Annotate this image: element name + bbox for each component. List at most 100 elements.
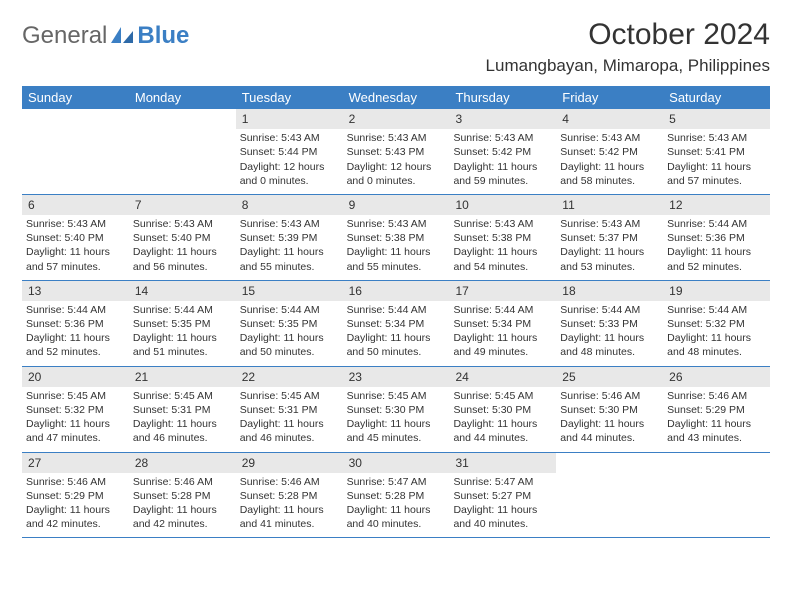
calendar-day-cell: 20Sunrise: 5:45 AMSunset: 5:32 PMDayligh…: [22, 367, 129, 452]
day-body: Sunrise: 5:43 AMSunset: 5:37 PMDaylight:…: [556, 215, 663, 280]
sunset-text: Sunset: 5:38 PM: [453, 231, 552, 245]
calendar-page: General Blue October 2024 Lumangbayan, M…: [0, 0, 792, 556]
daylight-text: Daylight: 11 hours and 42 minutes.: [133, 503, 232, 531]
day-number: 30: [343, 453, 450, 473]
daylight-text: Daylight: 11 hours and 44 minutes.: [453, 417, 552, 445]
day-number: 19: [663, 281, 770, 301]
daylight-text: Daylight: 11 hours and 40 minutes.: [453, 503, 552, 531]
day-number: 4: [556, 109, 663, 129]
sunrise-text: Sunrise: 5:44 AM: [347, 303, 446, 317]
logo: General Blue: [22, 18, 189, 50]
sunset-text: Sunset: 5:31 PM: [133, 403, 232, 417]
calendar-day-cell: 3Sunrise: 5:43 AMSunset: 5:42 PMDaylight…: [449, 109, 556, 194]
daylight-text: Daylight: 11 hours and 47 minutes.: [26, 417, 125, 445]
weekday-header: Friday: [556, 86, 663, 109]
calendar-week-row: 1Sunrise: 5:43 AMSunset: 5:44 PMDaylight…: [22, 109, 770, 195]
day-body: Sunrise: 5:44 AMSunset: 5:36 PMDaylight:…: [663, 215, 770, 280]
sunset-text: Sunset: 5:38 PM: [347, 231, 446, 245]
day-number: 21: [129, 367, 236, 387]
day-body: Sunrise: 5:43 AMSunset: 5:38 PMDaylight:…: [449, 215, 556, 280]
day-number: 18: [556, 281, 663, 301]
day-number: 28: [129, 453, 236, 473]
sunset-text: Sunset: 5:27 PM: [453, 489, 552, 503]
calendar-week-row: 6Sunrise: 5:43 AMSunset: 5:40 PMDaylight…: [22, 195, 770, 281]
day-number: 14: [129, 281, 236, 301]
sunrise-text: Sunrise: 5:45 AM: [26, 389, 125, 403]
calendar-day-cell: 8 Sunrise: 5:43 AMSunset: 5:39 PMDaylight…: [236, 195, 343, 280]
daylight-text: Daylight: 11 hours and 55 minutes.: [347, 245, 446, 273]
daylight-text: Daylight: 11 hours and 42 minutes.: [26, 503, 125, 531]
day-number: 1: [236, 109, 343, 129]
day-number: 2: [343, 109, 450, 129]
sunrise-text: Sunrise: 5:45 AM: [133, 389, 232, 403]
calendar-day-cell: 19Sunrise: 5:44 AMSunset: 5:32 PMDayligh…: [663, 281, 770, 366]
sunrise-text: Sunrise: 5:43 AM: [240, 131, 339, 145]
weekday-header: Sunday: [22, 86, 129, 109]
calendar-day-cell: 30Sunrise: 5:47 AMSunset: 5:28 PMDayligh…: [343, 453, 450, 538]
day-body: Sunrise: 5:45 AMSunset: 5:30 PMDaylight:…: [343, 387, 450, 452]
calendar-day-cell: 23Sunrise: 5:45 AMSunset: 5:30 PMDayligh…: [343, 367, 450, 452]
sunrise-text: Sunrise: 5:44 AM: [240, 303, 339, 317]
sunrise-text: Sunrise: 5:44 AM: [453, 303, 552, 317]
calendar-day-cell: 18Sunrise: 5:44 AMSunset: 5:33 PMDayligh…: [556, 281, 663, 366]
daylight-text: Daylight: 11 hours and 58 minutes.: [560, 160, 659, 188]
sunset-text: Sunset: 5:39 PM: [240, 231, 339, 245]
day-number: 13: [22, 281, 129, 301]
daylight-text: Daylight: 11 hours and 52 minutes.: [26, 331, 125, 359]
sunset-text: Sunset: 5:30 PM: [347, 403, 446, 417]
sunrise-text: Sunrise: 5:47 AM: [347, 475, 446, 489]
sunrise-text: Sunrise: 5:44 AM: [26, 303, 125, 317]
sunset-text: Sunset: 5:40 PM: [133, 231, 232, 245]
calendar-day-cell: 17Sunrise: 5:44 AMSunset: 5:34 PMDayligh…: [449, 281, 556, 366]
weekday-header: Saturday: [663, 86, 770, 109]
daylight-text: Daylight: 11 hours and 51 minutes.: [133, 331, 232, 359]
daylight-text: Daylight: 11 hours and 50 minutes.: [240, 331, 339, 359]
daylight-text: Daylight: 11 hours and 54 minutes.: [453, 245, 552, 273]
calendar-day-cell: 25Sunrise: 5:46 AMSunset: 5:30 PMDayligh…: [556, 367, 663, 452]
sunrise-text: Sunrise: 5:43 AM: [347, 217, 446, 231]
day-number: 29: [236, 453, 343, 473]
sunrise-text: Sunrise: 5:43 AM: [560, 131, 659, 145]
day-number: 20: [22, 367, 129, 387]
calendar-empty-cell: [22, 109, 129, 194]
day-body: Sunrise: 5:43 AMSunset: 5:43 PMDaylight:…: [343, 129, 450, 194]
calendar-day-cell: 14Sunrise: 5:44 AMSunset: 5:35 PMDayligh…: [129, 281, 236, 366]
sunrise-text: Sunrise: 5:43 AM: [240, 217, 339, 231]
sunset-text: Sunset: 5:29 PM: [667, 403, 766, 417]
daylight-text: Daylight: 11 hours and 52 minutes.: [667, 245, 766, 273]
calendar-day-cell: 2Sunrise: 5:43 AMSunset: 5:43 PMDaylight…: [343, 109, 450, 194]
title-block: October 2024 Lumangbayan, Mimaropa, Phil…: [486, 18, 770, 76]
calendar-day-cell: 5Sunrise: 5:43 AMSunset: 5:41 PMDaylight…: [663, 109, 770, 194]
sunset-text: Sunset: 5:42 PM: [560, 145, 659, 159]
day-number: 31: [449, 453, 556, 473]
day-body: Sunrise: 5:43 AMSunset: 5:38 PMDaylight:…: [343, 215, 450, 280]
sunset-text: Sunset: 5:36 PM: [26, 317, 125, 331]
day-body: Sunrise: 5:45 AMSunset: 5:30 PMDaylight:…: [449, 387, 556, 452]
daylight-text: Daylight: 11 hours and 50 minutes.: [347, 331, 446, 359]
day-body: Sunrise: 5:44 AMSunset: 5:32 PMDaylight:…: [663, 301, 770, 366]
daylight-text: Daylight: 11 hours and 46 minutes.: [133, 417, 232, 445]
sunrise-text: Sunrise: 5:43 AM: [453, 217, 552, 231]
day-number: 16: [343, 281, 450, 301]
day-body: Sunrise: 5:45 AMSunset: 5:32 PMDaylight:…: [22, 387, 129, 452]
sunset-text: Sunset: 5:32 PM: [26, 403, 125, 417]
day-body: Sunrise: 5:44 AMSunset: 5:34 PMDaylight:…: [343, 301, 450, 366]
sunrise-text: Sunrise: 5:44 AM: [667, 303, 766, 317]
sunset-text: Sunset: 5:32 PM: [667, 317, 766, 331]
daylight-text: Daylight: 11 hours and 55 minutes.: [240, 245, 339, 273]
sunset-text: Sunset: 5:28 PM: [240, 489, 339, 503]
calendar-day-cell: 12Sunrise: 5:44 AMSunset: 5:36 PMDayligh…: [663, 195, 770, 280]
day-body: Sunrise: 5:46 AMSunset: 5:30 PMDaylight:…: [556, 387, 663, 452]
sunset-text: Sunset: 5:35 PM: [133, 317, 232, 331]
sunrise-text: Sunrise: 5:46 AM: [133, 475, 232, 489]
sunset-text: Sunset: 5:31 PM: [240, 403, 339, 417]
day-number: 8: [236, 195, 343, 215]
daylight-text: Daylight: 11 hours and 57 minutes.: [26, 245, 125, 273]
location-text: Lumangbayan, Mimaropa, Philippines: [486, 56, 770, 76]
day-number: 15: [236, 281, 343, 301]
day-body: Sunrise: 5:46 AMSunset: 5:28 PMDaylight:…: [236, 473, 343, 538]
sunrise-text: Sunrise: 5:43 AM: [667, 131, 766, 145]
daylight-text: Daylight: 11 hours and 44 minutes.: [560, 417, 659, 445]
day-body: Sunrise: 5:47 AMSunset: 5:27 PMDaylight:…: [449, 473, 556, 538]
day-number: 23: [343, 367, 450, 387]
